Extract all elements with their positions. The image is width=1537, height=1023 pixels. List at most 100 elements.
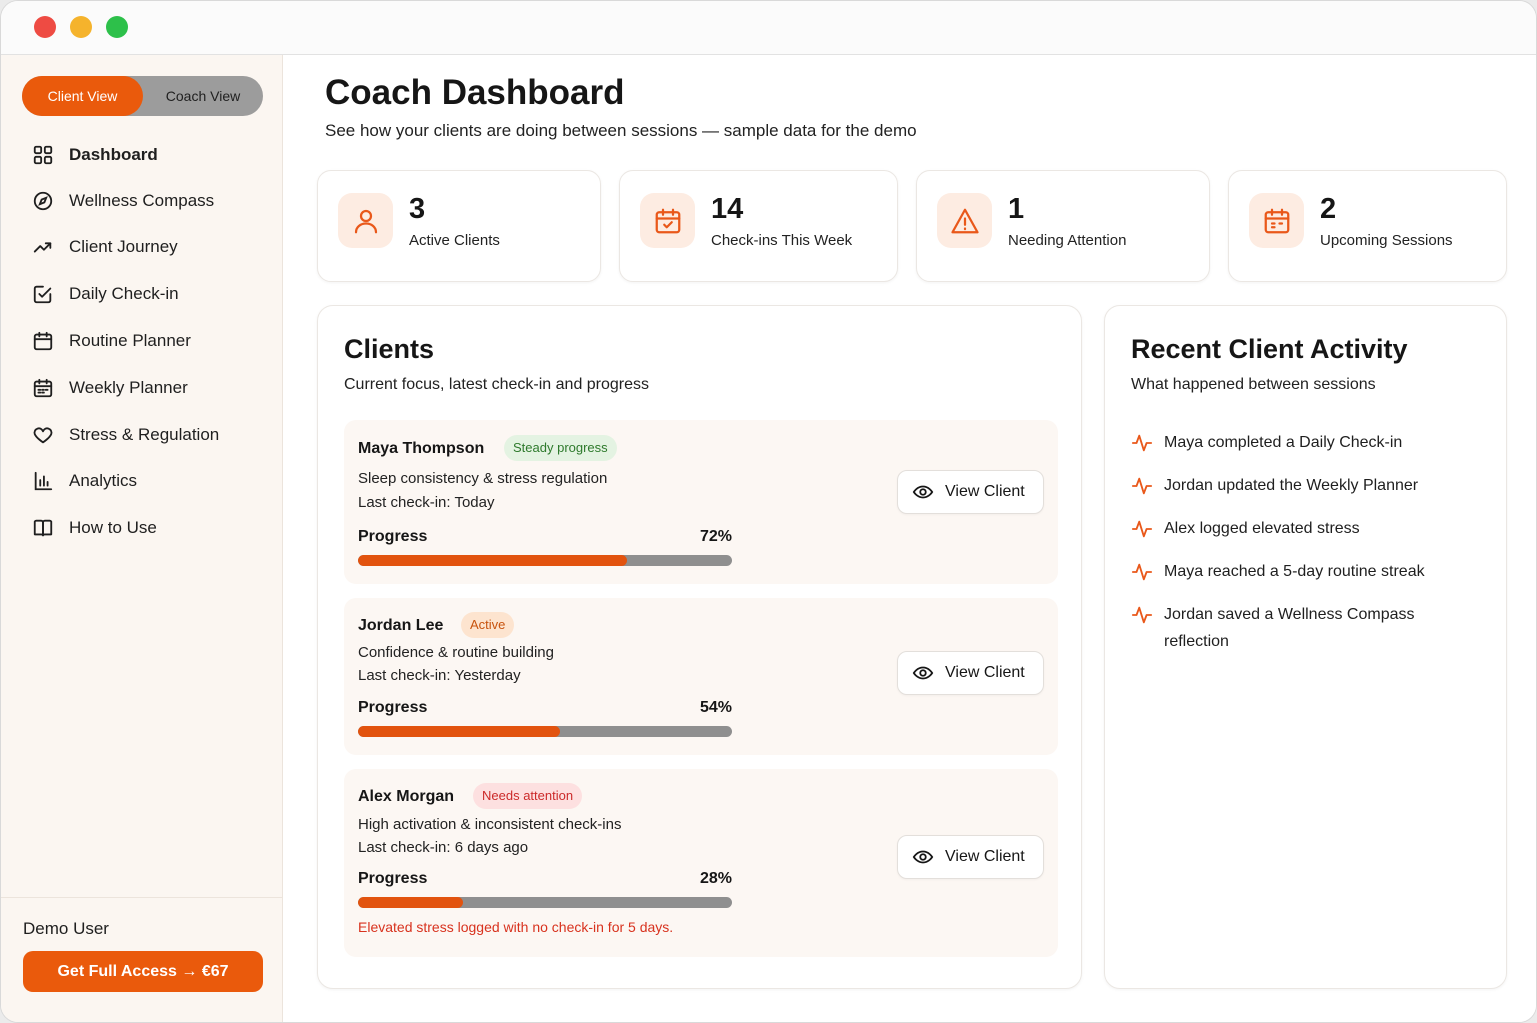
minimize-window-button[interactable] xyxy=(70,16,92,38)
stat-card-active-clients: 3 Active Clients xyxy=(317,170,601,282)
user-name: Demo User xyxy=(23,919,109,938)
client-focus: High activation & inconsistent check-ins xyxy=(358,816,622,833)
stat-label: Check-ins This Week xyxy=(711,232,853,249)
client-last-check-in: Last check-in: 6 days ago xyxy=(358,839,529,856)
activity-pulse-icon xyxy=(1131,604,1155,628)
stat-card-upcoming-sessions: 2 Upcoming Sessions xyxy=(1228,170,1507,282)
title-bar xyxy=(1,1,1536,55)
client-focus: Sleep consistency & stress regulation xyxy=(358,470,608,487)
activity-text: Jordan updated the Weekly Planner xyxy=(1164,477,1419,494)
status-badge: Needs attention xyxy=(473,783,583,809)
activity-pulse-icon xyxy=(1131,432,1155,456)
maximize-window-button[interactable] xyxy=(106,16,128,38)
sidebar-item-how-to-use[interactable]: How to Use xyxy=(23,508,263,548)
clients-panel: Clients Current focus, latest check-in a… xyxy=(317,305,1082,989)
clients-subtitle: Current focus, latest check-in and progr… xyxy=(344,376,650,393)
status-badge: Steady progress xyxy=(504,435,617,461)
sidebar-item-label: Analytics xyxy=(69,471,138,490)
activity-title: Recent Client Activity xyxy=(1131,334,1408,364)
client-name: Maya Thompson xyxy=(358,440,485,457)
page-title: Coach Dashboard xyxy=(325,73,625,112)
calendar-icon xyxy=(23,329,63,353)
progress-fill xyxy=(358,555,628,566)
sidebar: Client View Coach View Dashboard Wellnes… xyxy=(1,55,283,1022)
sidebar-item-stress-regulation[interactable]: Stress & Regulation xyxy=(23,415,263,455)
sidebar-item-analytics[interactable]: Analytics xyxy=(23,461,263,501)
view-toggle: Client View Coach View xyxy=(22,76,263,116)
activity-item: Maya completed a Daily Check-in xyxy=(1131,432,1471,456)
coach-view-button[interactable]: Coach View xyxy=(165,88,241,104)
stat-card-needing-attention: 1 Needing Attention xyxy=(916,170,1210,282)
client-name: Jordan Lee xyxy=(358,617,444,634)
calendar-grid-icon xyxy=(23,376,63,400)
status-badge: Active xyxy=(461,612,515,638)
view-client-label: View Client xyxy=(945,848,1025,865)
client-name: Alex Morgan xyxy=(358,788,455,805)
sidebar-divider xyxy=(1,897,282,898)
sidebar-item-wellness-compass[interactable]: Wellness Compass xyxy=(23,181,263,221)
stat-value: 14 xyxy=(711,193,744,225)
progress-percent: 28% xyxy=(699,870,732,887)
view-client-label: View Client xyxy=(945,664,1025,681)
view-client-button[interactable]: View Client xyxy=(897,651,1044,695)
progress-fill xyxy=(358,726,560,737)
activity-text: Alex logged elevated stress xyxy=(1164,520,1360,537)
book-icon xyxy=(23,516,63,540)
activity-text: Jordan saved a Wellness Compass reflecti… xyxy=(1164,606,1415,650)
sidebar-item-label: Routine Planner xyxy=(69,331,191,350)
sidebar-item-daily-check-in[interactable]: Daily Check-in xyxy=(23,274,263,314)
stat-value: 3 xyxy=(409,193,426,225)
sidebar-item-weekly-planner[interactable]: Weekly Planner xyxy=(23,368,263,408)
sidebar-item-routine-planner[interactable]: Routine Planner xyxy=(23,321,263,361)
get-full-access-button[interactable]: Get Full Access → €67 xyxy=(23,951,263,992)
calendar-check-icon xyxy=(640,193,695,248)
client-last-check-in: Last check-in: Today xyxy=(358,494,495,511)
client-view-button[interactable]: Client View xyxy=(22,76,143,116)
progress-label: Progress xyxy=(358,699,428,716)
alert-message: Elevated stress logged with no check-in … xyxy=(358,919,674,935)
activity-item: Jordan updated the Weekly Planner xyxy=(1131,475,1471,499)
client-last-check-in: Last check-in: Yesterday xyxy=(358,667,521,684)
progress-bar xyxy=(358,726,732,737)
progress-percent: 54% xyxy=(699,699,732,716)
activity-pulse-icon xyxy=(1131,561,1155,585)
clients-title: Clients xyxy=(344,334,435,364)
sidebar-item-label: Daily Check-in xyxy=(69,284,179,303)
stat-value: 2 xyxy=(1320,193,1337,225)
recent-activity-panel: Recent Client Activity What happened bet… xyxy=(1104,305,1507,989)
stat-label: Needing Attention xyxy=(1008,232,1127,249)
user-icon xyxy=(338,193,393,248)
progress-label: Progress xyxy=(358,870,428,887)
sidebar-item-label: How to Use xyxy=(69,518,157,537)
sidebar-item-dashboard[interactable]: Dashboard xyxy=(23,135,263,175)
activity-item: Maya reached a 5-day routine streak xyxy=(1131,561,1471,585)
client-focus: Confidence & routine building xyxy=(358,644,554,661)
stat-value: 1 xyxy=(1008,193,1025,225)
activity-subtitle: What happened between sessions xyxy=(1131,376,1376,393)
close-window-button[interactable] xyxy=(34,16,56,38)
activity-item: Jordan saved a Wellness Compass reflecti… xyxy=(1131,604,1471,655)
trending-up-icon xyxy=(23,235,63,259)
heart-icon xyxy=(23,423,63,447)
stat-label: Upcoming Sessions xyxy=(1320,232,1453,249)
eye-icon xyxy=(912,666,934,680)
view-client-button[interactable]: View Client xyxy=(897,470,1044,514)
stat-card-check-ins: 14 Check-ins This Week xyxy=(619,170,898,282)
page-subtitle: See how your clients are doing between s… xyxy=(325,121,917,140)
activity-pulse-icon xyxy=(1131,518,1155,542)
sidebar-item-label: Dashboard xyxy=(69,145,158,164)
progress-percent: 72% xyxy=(699,528,732,545)
grid-icon xyxy=(23,143,63,167)
eye-icon xyxy=(912,485,934,499)
sidebar-item-client-journey[interactable]: Client Journey xyxy=(23,227,263,267)
activity-pulse-icon xyxy=(1131,475,1155,499)
progress-bar xyxy=(358,897,732,908)
view-client-label: View Client xyxy=(945,483,1025,500)
eye-icon xyxy=(912,850,934,864)
compass-icon xyxy=(23,189,63,213)
progress-bar xyxy=(358,555,732,566)
sidebar-item-label: Weekly Planner xyxy=(69,378,188,397)
progress-label: Progress xyxy=(358,528,428,545)
view-client-button[interactable]: View Client xyxy=(897,835,1044,879)
